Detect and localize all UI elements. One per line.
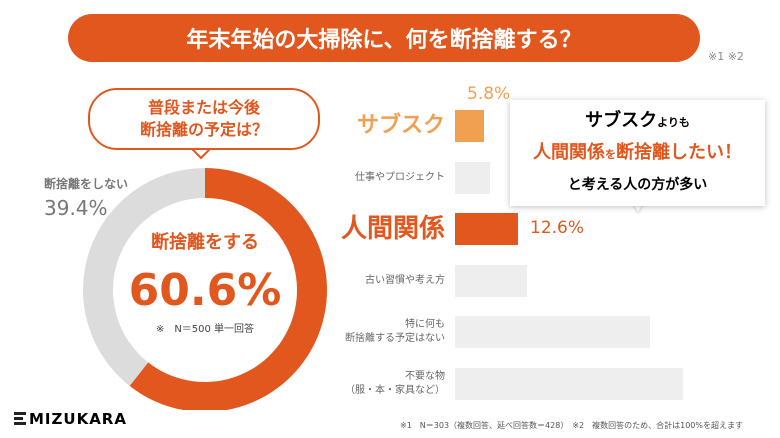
callout-line: サブスクよりも [510, 106, 765, 138]
category-label: 特に何も 断捨離する予定はない [345, 319, 445, 344]
sample-note: ※ N＝500 単一回答 [156, 322, 254, 335]
callout-text: を [605, 148, 616, 161]
donut-chart: 断捨離をする 60.6% ※ N＝500 単一回答 断捨離をしない 39.4% [44, 168, 327, 410]
logo-text: MIZUKARA [29, 410, 127, 428]
slice-value: 39.4% [44, 196, 108, 220]
category-label: 古い習慣や考え方 [365, 274, 445, 286]
notes: ※1 ※2 [708, 50, 744, 63]
footer: ※1 N＝303（複数回答、延べ回答数＝428） ※2 複数回答のため、合計は1… [400, 421, 743, 430]
question-line: 普段または今後 [147, 98, 260, 117]
category-label: サブスク [356, 113, 445, 138]
callout-line: と考える人の方が多い [510, 170, 765, 200]
slice-label: 断捨離をする [151, 231, 259, 253]
question-bubble: 普段または今後 断捨離の予定は？ [88, 88, 320, 150]
slice-value: 60.6% [129, 265, 282, 316]
value-label: 5.8% [467, 84, 511, 104]
callout-text: よりも [657, 116, 690, 129]
bar [455, 213, 518, 245]
callout-text: 人間関係 [533, 142, 605, 163]
callout-text: 断捨離したい！ [616, 142, 742, 163]
category-label: 人間関係 [340, 214, 445, 244]
question-line: 断捨離の予定は？ [139, 120, 268, 139]
value-label: 12.6% [530, 218, 585, 238]
logo-icon [14, 412, 26, 425]
callout-text: サブスク [585, 110, 658, 131]
bar [455, 264, 527, 297]
bar [455, 110, 484, 142]
logo: MIZUKARA [14, 410, 127, 428]
callout-line: 人間関係を断捨離したい！ [510, 138, 765, 170]
bar [455, 367, 683, 400]
donut-slice [129, 168, 327, 410]
bar [455, 161, 490, 194]
slice-label: 断捨離をしない [44, 176, 128, 191]
title: 年末年始の大掃除に、何を断捨離する？ [68, 14, 700, 62]
category-label: 仕事やプロジェクト [355, 171, 445, 183]
category-label: 不要な物 （服・本・家具など） [345, 370, 445, 396]
donut-slice [83, 168, 205, 386]
bar [455, 316, 650, 348]
callout: サブスクよりも 人間関係を断捨離したい！ と考える人の方が多い [510, 100, 765, 206]
callout-text: と考える人の方が多い [567, 177, 708, 193]
